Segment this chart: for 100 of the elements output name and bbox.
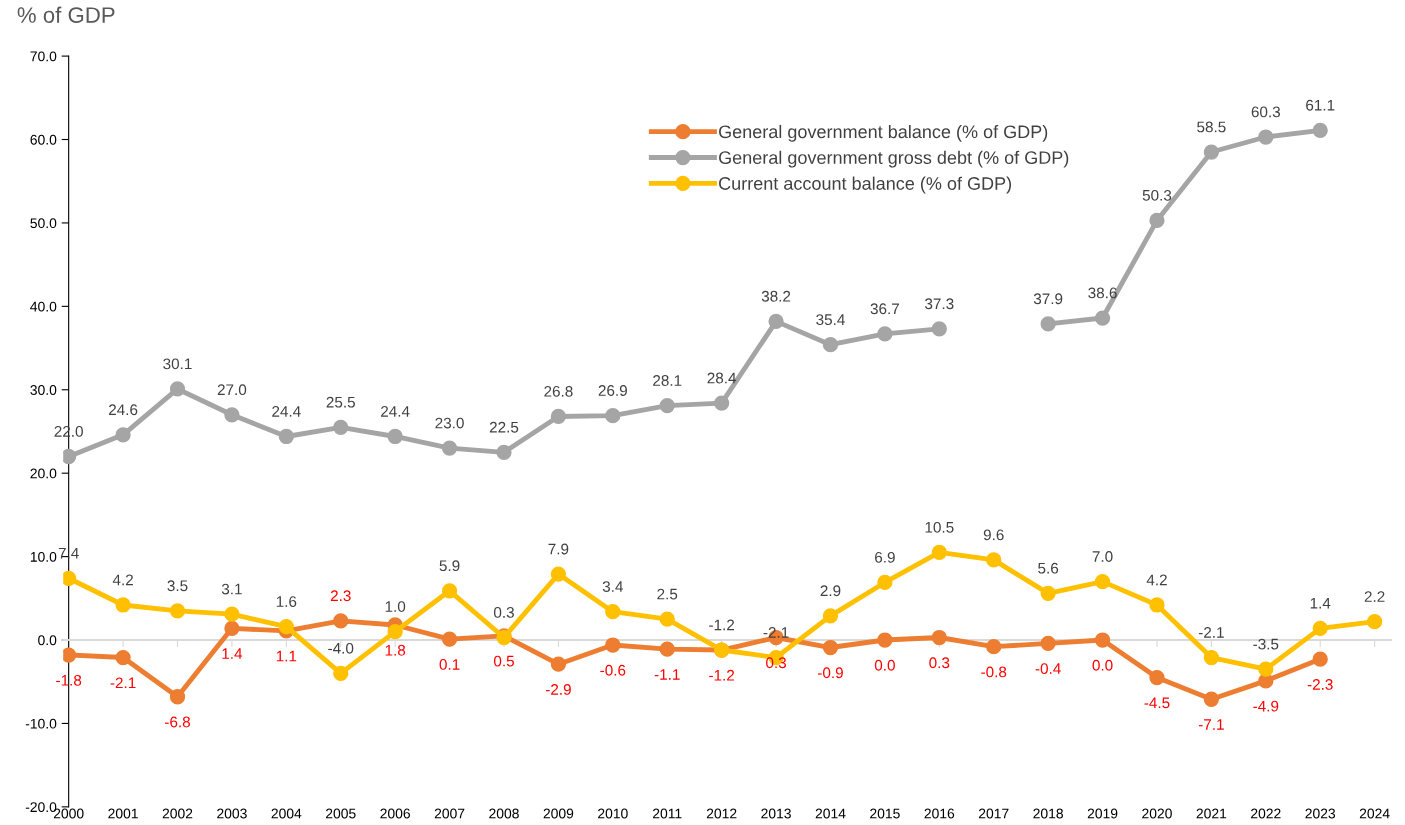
x-tick-label: 2021 <box>1196 808 1227 819</box>
data-label: 24.4 <box>381 405 410 417</box>
data-label: 2.5 <box>657 588 678 600</box>
x-tick-label: 2013 <box>761 808 791 819</box>
x-tick-label: 2010 <box>598 808 628 819</box>
data-label: 1.6 <box>276 596 297 607</box>
data-label: 5.9 <box>439 560 460 572</box>
data-label: 3.4 <box>602 581 623 592</box>
y-tick-label: -10.0 <box>25 718 57 729</box>
data-label: 37.9 <box>1033 293 1063 305</box>
data-label: 0.0 <box>874 659 895 671</box>
data-label: 25.5 <box>326 396 355 408</box>
data-label: 23.0 <box>435 417 464 429</box>
y-tick-label: 50.0 <box>30 218 57 229</box>
data-label: 27.0 <box>217 384 247 396</box>
data-label: 24.4 <box>272 405 301 417</box>
data-label: -0.6 <box>600 664 626 676</box>
y-tick-label: 70.0 <box>30 51 57 62</box>
data-label: -1.1 <box>654 669 680 680</box>
data-label: -0.4 <box>1035 663 1061 675</box>
data-label: 3.1 <box>221 583 242 595</box>
data-label: 60.3 <box>1251 106 1280 118</box>
x-tick-label: 2004 <box>271 808 302 819</box>
data-label: 36.7 <box>870 303 899 315</box>
data-label: 0.3 <box>929 657 950 669</box>
legend-label: Current account balance (% of GDP) <box>719 176 1012 194</box>
data-label: 28.4 <box>707 372 737 384</box>
data-label: 1.0 <box>385 601 406 612</box>
data-label: 0.3 <box>493 607 514 618</box>
legend-label: General government gross debt (% of GDP) <box>719 150 1069 168</box>
data-label: 5.6 <box>1038 562 1059 574</box>
data-label: -3.5 <box>1253 638 1279 650</box>
x-tick-label: 2002 <box>162 808 193 819</box>
data-label: 30.1 <box>163 358 192 370</box>
x-tick-label: 2008 <box>489 808 519 819</box>
data-label: 9.6 <box>983 529 1004 541</box>
x-tick-label: 2006 <box>380 808 410 819</box>
data-label: 28.1 <box>653 375 682 386</box>
data-label: 7.9 <box>548 543 569 555</box>
data-label: 3.5 <box>167 580 188 592</box>
data-label: 4.2 <box>1146 574 1167 586</box>
y-tick-label: 0.0 <box>38 635 57 646</box>
data-label: -7.1 <box>1198 719 1224 730</box>
x-tick-label: 2017 <box>978 808 1009 819</box>
x-tick-label: 2011 <box>652 808 682 819</box>
data-label: 50.3 <box>1142 189 1172 201</box>
data-label: 37.3 <box>925 298 954 310</box>
data-label: 2.9 <box>820 585 841 597</box>
data-label: 0.1 <box>439 659 460 670</box>
x-tick-label: 2003 <box>217 808 247 819</box>
data-label: 0.5 <box>493 655 514 667</box>
data-label: 1.4 <box>1310 597 1331 609</box>
data-label: -2.9 <box>545 684 571 695</box>
y-tick-label: 40.0 <box>30 301 57 312</box>
x-tick-label: 2015 <box>870 808 900 819</box>
data-label: -1.2 <box>709 669 735 681</box>
x-tick-label: 2023 <box>1305 808 1336 819</box>
data-label: -2.3 <box>1307 679 1333 690</box>
x-tick-label: 2009 <box>543 808 574 819</box>
x-tick-label: 2007 <box>434 808 465 819</box>
x-tick-label: 2001 <box>108 808 138 819</box>
data-label: 61.1 <box>1306 99 1335 111</box>
x-tick-label: 2016 <box>924 808 955 819</box>
data-label: 0.0 <box>1092 659 1113 671</box>
data-label: 26.8 <box>544 385 573 397</box>
data-label: 35.4 <box>816 314 845 326</box>
data-label: 22.5 <box>489 421 519 433</box>
data-label: 4.2 <box>112 574 133 586</box>
y-tick-label: 20.0 <box>30 468 57 479</box>
data-label: 38.2 <box>761 290 791 302</box>
x-tick-label: 2020 <box>1142 808 1172 819</box>
y-tick-label: 30.0 <box>30 385 57 395</box>
data-label: -1.2 <box>709 619 735 631</box>
y-axis-title: % of GDP <box>17 6 115 23</box>
data-label: 2.2 <box>1364 591 1385 602</box>
data-label: 26.9 <box>598 385 627 396</box>
data-label: -0.8 <box>981 666 1007 678</box>
data-label: 10.5 <box>925 521 954 533</box>
y-tick-label: 60.0 <box>30 134 57 145</box>
x-tick-label: 2019 <box>1087 808 1118 819</box>
x-tick-label: 2005 <box>325 808 356 819</box>
data-label: 6.9 <box>875 551 895 563</box>
data-label: 38.6 <box>1088 287 1117 299</box>
data-label: -2.1 <box>110 677 136 689</box>
data-label: -4.5 <box>1144 697 1170 709</box>
x-tick-label: 2018 <box>1033 808 1063 819</box>
data-label: 2.3 <box>330 590 351 602</box>
legend-label: General government balance (% of GDP) <box>719 124 1048 142</box>
x-tick-label: 2014 <box>815 808 846 819</box>
data-label: -2.1 <box>1198 627 1224 638</box>
x-tick-label: 2022 <box>1251 808 1281 819</box>
data-label: 1.4 <box>222 648 243 659</box>
data-label: 7.0 <box>1092 551 1113 562</box>
data-label: -0.9 <box>817 667 843 679</box>
y-tick-label: 10.0 <box>30 551 57 562</box>
data-label: 1.8 <box>385 644 406 656</box>
data-label: -4.0 <box>328 642 354 654</box>
data-label: -4.9 <box>1253 700 1279 712</box>
x-tick-label: 2012 <box>706 808 737 819</box>
data-label: -6.8 <box>165 716 190 728</box>
